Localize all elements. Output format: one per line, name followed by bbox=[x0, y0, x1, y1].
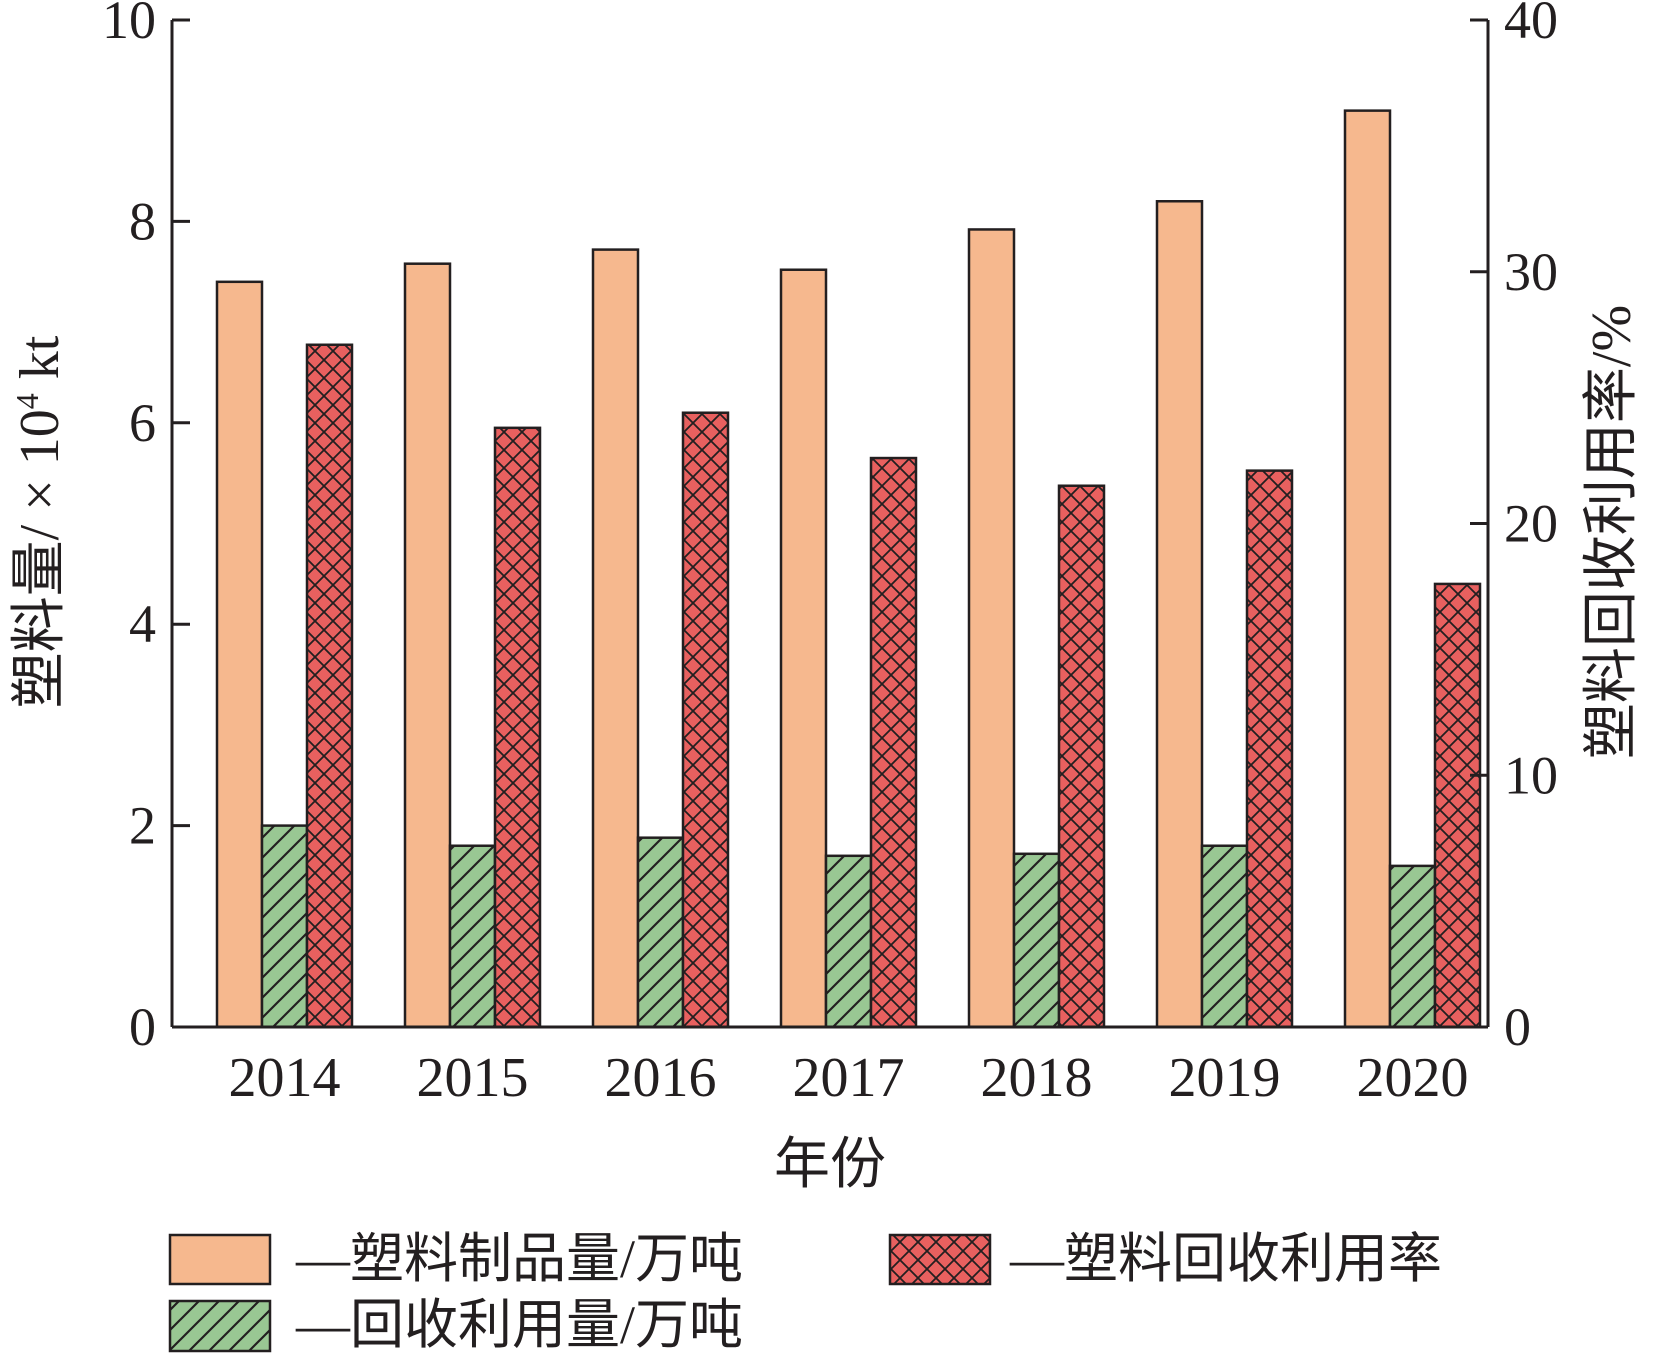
legend-swatch-plastic-products bbox=[168, 1233, 272, 1286]
y-tick-label-right-0: 0 bbox=[1504, 997, 1531, 1057]
y-axis-label-right: 塑料回收利用率/% bbox=[1581, 305, 1643, 759]
y-tick-label-left-8: 8 bbox=[129, 191, 156, 251]
legend-item-plastic-products: —塑料制品量/万吨 bbox=[168, 1229, 743, 1289]
y-tick-label-right-40: 40 bbox=[1504, 0, 1558, 50]
bar-plastic-products-2018 bbox=[967, 228, 1016, 1029]
y-tick-label-left-2: 2 bbox=[129, 796, 156, 856]
legend-label-recycle-rate: —塑料回收利用率 bbox=[1009, 1229, 1442, 1289]
legend-item-recycle-rate: —塑料回收利用率 bbox=[888, 1229, 1442, 1289]
bar-plastic-products-2017 bbox=[779, 268, 828, 1029]
y-axis-label-left: 塑料量/ × 104 kt bbox=[9, 335, 71, 708]
bars-group bbox=[215, 109, 1482, 1029]
y-ticks-right: 0 10 20 30 40 bbox=[1470, 0, 1558, 1057]
bar-recycle-rate-2015 bbox=[493, 426, 542, 1029]
bar-recycled-amount-2015 bbox=[448, 844, 497, 1029]
bar-recycle-rate-2016 bbox=[681, 411, 730, 1029]
x-tick-label-2016: 2016 bbox=[605, 1047, 717, 1109]
y-tick-label-left-4: 4 bbox=[129, 594, 156, 654]
legend-swatch-recycle-rate bbox=[888, 1233, 992, 1286]
x-tick-label-2018: 2018 bbox=[981, 1047, 1093, 1109]
x-tick-label-2019: 2019 bbox=[1169, 1047, 1281, 1109]
x-tick-label-2014: 2014 bbox=[229, 1047, 341, 1109]
bar-plastic-products-2019 bbox=[1155, 200, 1204, 1029]
x-ticks: 2014 2015 2016 2017 2018 2019 2020 bbox=[229, 1047, 1469, 1109]
bar-recycled-amount-2014 bbox=[260, 824, 309, 1029]
bar-recycled-amount-2020 bbox=[1388, 864, 1437, 1029]
bar-plastic-products-2014 bbox=[215, 280, 264, 1029]
y-tick-label-left-6: 6 bbox=[129, 393, 156, 453]
x-tick-label-2015: 2015 bbox=[417, 1047, 529, 1109]
bar-recycle-rate-2018 bbox=[1057, 484, 1106, 1029]
legend-label-plastic-products: —塑料制品量/万吨 bbox=[295, 1229, 743, 1289]
legend-item-recycled-amount: —回收利用量/万吨 bbox=[168, 1295, 743, 1355]
y-tick-label-right-10: 10 bbox=[1504, 745, 1558, 805]
x-tick-label-2017: 2017 bbox=[793, 1047, 905, 1109]
bar-recycled-amount-2019 bbox=[1200, 844, 1249, 1029]
legend-label-recycled-amount: —回收利用量/万吨 bbox=[295, 1295, 743, 1355]
x-tick-label-2020: 2020 bbox=[1357, 1047, 1469, 1109]
x-axis-label: 年份 bbox=[774, 1134, 886, 1196]
y-tick-label-left-0: 0 bbox=[129, 997, 156, 1057]
y-tick-label-right-30: 30 bbox=[1504, 242, 1558, 302]
y-ticks-left: 0 2 4 6 8 10 bbox=[102, 0, 190, 1057]
bar-recycle-rate-2019 bbox=[1245, 469, 1294, 1029]
legend: —塑料制品量/万吨 —回收利用量/万吨 —塑料回收利用率 bbox=[168, 1229, 1442, 1355]
bar-recycle-rate-2017 bbox=[869, 456, 918, 1029]
bar-recycled-amount-2018 bbox=[1012, 852, 1061, 1029]
bar-recycled-amount-2017 bbox=[824, 854, 873, 1029]
y-tick-label-left-10: 10 bbox=[102, 0, 156, 50]
bar-plastic-products-2015 bbox=[403, 262, 452, 1029]
bar-recycle-rate-2020 bbox=[1433, 582, 1482, 1029]
bar-recycle-rate-2014 bbox=[305, 343, 354, 1029]
legend-swatch-recycled-amount bbox=[168, 1299, 272, 1353]
bar-recycled-amount-2016 bbox=[636, 836, 685, 1029]
y-tick-label-right-20: 20 bbox=[1504, 494, 1558, 554]
bar-plastic-products-2016 bbox=[591, 248, 640, 1029]
bar-plastic-products-2020 bbox=[1343, 109, 1392, 1029]
